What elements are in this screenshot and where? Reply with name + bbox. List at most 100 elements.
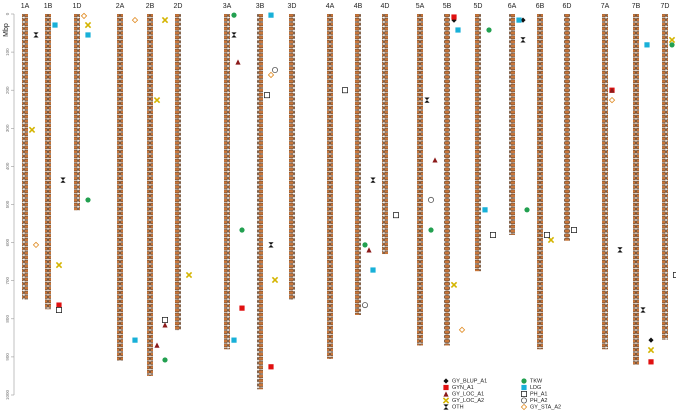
marker bbox=[55, 261, 63, 269]
marker bbox=[521, 384, 527, 391]
chromosome bbox=[74, 14, 80, 211]
chromosome bbox=[564, 14, 570, 241]
y-tick-label: 100 bbox=[5, 48, 10, 56]
chromosome bbox=[475, 14, 481, 272]
chromosome-label: 2A bbox=[116, 3, 125, 10]
marker bbox=[32, 241, 40, 249]
y-tick-label: 800 bbox=[5, 315, 10, 323]
marker bbox=[520, 37, 526, 43]
legend-label: TKW bbox=[530, 378, 543, 384]
marker bbox=[640, 307, 646, 313]
marker bbox=[268, 364, 274, 370]
marker bbox=[644, 42, 650, 48]
chromosome bbox=[224, 14, 230, 350]
chromosome bbox=[117, 14, 123, 361]
marker bbox=[673, 272, 676, 278]
marker bbox=[366, 247, 372, 253]
marker bbox=[153, 96, 161, 104]
chromosome-label: 2B bbox=[146, 3, 155, 10]
chromosome-label: 6D bbox=[563, 3, 572, 10]
marker bbox=[268, 242, 274, 248]
marker bbox=[342, 87, 348, 94]
legend-label: GYN_A1 bbox=[452, 385, 474, 391]
marker bbox=[450, 281, 458, 289]
legend-label: GY_LOC_A1 bbox=[452, 391, 484, 397]
marker bbox=[239, 305, 245, 311]
marker bbox=[264, 92, 270, 99]
chromosome-label: 3A bbox=[223, 3, 232, 10]
chromosome-label: 1B bbox=[44, 3, 53, 10]
legend-label: PH_A1 bbox=[530, 391, 547, 397]
marker bbox=[521, 397, 528, 404]
y-tick-label: 500 bbox=[5, 200, 10, 208]
y-tick-label: 0 bbox=[5, 12, 10, 15]
legend-label: OTH bbox=[452, 404, 464, 410]
y-tick-label: 200 bbox=[5, 86, 10, 94]
marker bbox=[85, 197, 91, 203]
marker bbox=[617, 247, 623, 253]
marker bbox=[521, 391, 527, 397]
chromosome-label: 4D bbox=[381, 3, 390, 10]
marker bbox=[393, 212, 399, 219]
marker bbox=[608, 96, 616, 104]
marker bbox=[361, 302, 368, 309]
marker bbox=[668, 36, 676, 44]
y-axis-label: Mbp bbox=[3, 23, 10, 37]
marker bbox=[162, 357, 168, 363]
marker bbox=[443, 378, 449, 384]
marker bbox=[131, 16, 139, 24]
marker bbox=[231, 337, 237, 343]
marker bbox=[235, 59, 241, 65]
chromosome-label: 7D bbox=[661, 3, 670, 10]
marker bbox=[154, 342, 160, 348]
marker bbox=[520, 403, 528, 411]
chromosome bbox=[147, 14, 153, 376]
chromosome bbox=[382, 14, 388, 255]
marker bbox=[85, 32, 91, 38]
marker bbox=[458, 326, 466, 334]
marker bbox=[267, 71, 275, 79]
chromosome bbox=[444, 14, 450, 346]
chromosome-label: 7B bbox=[632, 3, 641, 10]
chromosome bbox=[257, 14, 263, 390]
marker bbox=[271, 276, 279, 284]
y-tick-label: 600 bbox=[5, 238, 10, 246]
marker bbox=[443, 384, 449, 391]
marker bbox=[486, 27, 492, 33]
marker bbox=[443, 404, 449, 410]
legend-label: GY_BLUP_A1 bbox=[452, 378, 487, 384]
chromosome-label: 4A bbox=[326, 3, 335, 10]
legend-label: PH_A2 bbox=[530, 398, 547, 404]
marker bbox=[132, 337, 138, 343]
marker bbox=[455, 27, 461, 33]
chromosome-label: 5A bbox=[416, 3, 425, 10]
chromosome bbox=[327, 14, 333, 359]
marker bbox=[162, 316, 168, 323]
marker bbox=[60, 177, 66, 183]
marker bbox=[571, 227, 577, 233]
marker bbox=[451, 14, 457, 20]
chromosome-label: 1A bbox=[21, 3, 30, 10]
marker bbox=[427, 196, 434, 203]
y-tick-label: 700 bbox=[5, 276, 10, 284]
marker bbox=[442, 397, 450, 404]
chromosome bbox=[662, 14, 668, 340]
marker bbox=[424, 97, 430, 103]
marker bbox=[231, 32, 237, 38]
marker bbox=[33, 32, 39, 38]
marker bbox=[162, 322, 168, 328]
marker bbox=[520, 17, 526, 23]
marker bbox=[648, 359, 654, 365]
legend-label: LDG bbox=[530, 385, 541, 391]
chromosome-label: 2D bbox=[174, 3, 183, 10]
chromosome-label: 1D bbox=[73, 3, 82, 10]
y-tick-label: 400 bbox=[5, 162, 10, 170]
chromosome-label: 3D bbox=[288, 3, 297, 10]
legend-label: GY_STA_A2 bbox=[530, 404, 561, 410]
marker bbox=[521, 378, 527, 384]
marker bbox=[161, 16, 169, 24]
marker bbox=[647, 346, 655, 354]
chromosome bbox=[537, 14, 543, 350]
chromosome-label: 5D bbox=[474, 3, 483, 10]
marker bbox=[648, 337, 654, 343]
